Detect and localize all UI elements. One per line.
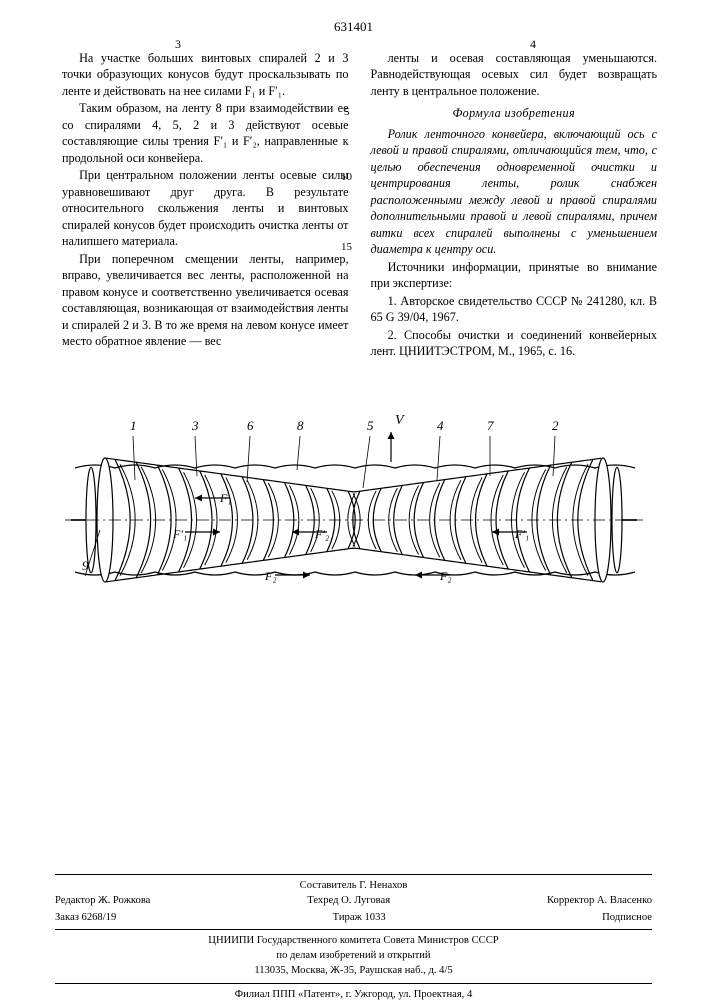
svg-text:F₁: F₁ <box>219 491 232 505</box>
source-item: 1. Авторское свидетельство СССР № 241280… <box>371 293 658 326</box>
svg-text:V: V <box>395 413 405 428</box>
tirazh: Тираж 1033 <box>333 911 386 925</box>
source-item: 2. Способы очистки и соединений конвейер… <box>371 327 658 360</box>
svg-text:8: 8 <box>297 418 304 433</box>
svg-text:4: 4 <box>437 418 444 433</box>
para: ленты и осевая составляющая уменьшаются.… <box>371 50 658 99</box>
body-text: На участке больших винтовых спиралей 2 и… <box>62 50 657 359</box>
svg-text:7: 7 <box>487 418 494 433</box>
para: При центральном положении ленты осевые с… <box>62 167 349 249</box>
order-no: Заказ 6268/19 <box>55 911 116 925</box>
svg-text:F′₁: F′₁ <box>172 527 187 541</box>
para: При поперечном смещении ленты, например,… <box>62 251 349 350</box>
imprint-footer: Составитель Г. Ненахов Редактор Ж. Рожко… <box>55 870 652 1003</box>
addr-line: 113035, Москва, Ж-35, Раушская наб., д. … <box>55 964 652 978</box>
roller-diagram-svg: V 1 3 6 8 5 4 7 2 9 F₁ F′₁ F′₂ F₂ F₂ F′₁ <box>45 370 663 670</box>
org-line: ЦНИИПИ Государственного комитета Совета … <box>55 934 652 948</box>
sources-lead: Источники информации, принятые во вниман… <box>371 259 658 292</box>
patent-number: 631401 <box>0 18 707 36</box>
compiler: Составитель Г. Ненахов <box>55 879 652 893</box>
svg-text:2: 2 <box>552 418 559 433</box>
org-line: по делам изобретений и открытий <box>55 949 652 963</box>
sign: Подписное <box>602 911 652 925</box>
svg-text:F′₂: F′₂ <box>314 527 329 541</box>
svg-text:5: 5 <box>367 418 374 433</box>
svg-text:3: 3 <box>191 418 199 433</box>
figure-roller: V 1 3 6 8 5 4 7 2 9 F₁ F′₁ F′₂ F₂ F₂ F′₁ <box>45 370 663 670</box>
para: На участке больших винтовых спиралей 2 и… <box>62 50 349 99</box>
svg-text:F₂: F₂ <box>264 569 277 583</box>
svg-text:6: 6 <box>247 418 254 433</box>
svg-text:F₂: F₂ <box>439 569 452 583</box>
svg-text:F′₁: F′₁ <box>514 527 529 541</box>
techred: Техред О. Луговая <box>307 894 390 908</box>
svg-text:9: 9 <box>82 558 89 573</box>
claims-heading: Формула изобретения <box>371 105 658 121</box>
editor: Редактор Ж. Рожкова <box>55 894 150 908</box>
svg-text:1: 1 <box>130 418 137 433</box>
corrector: Корректор А. Власенко <box>547 894 652 908</box>
para: Таким образом, на ленту 8 при взаимодейс… <box>62 100 349 166</box>
claim-para: Ролик ленточного конвейера, включающий о… <box>371 126 658 258</box>
